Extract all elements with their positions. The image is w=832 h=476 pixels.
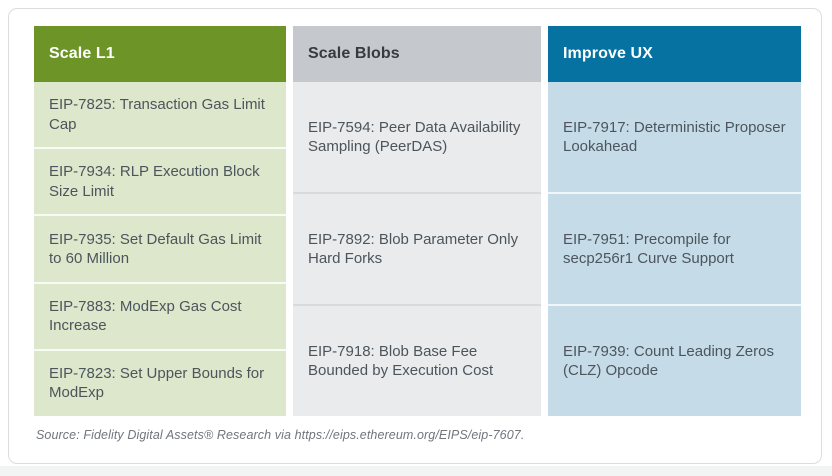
eip-item-label: EIP-7883: ModExp Gas Cost Increase (49, 297, 242, 335)
column-header-scale-l1: Scale L1 (34, 26, 286, 82)
column-header-scale-blobs: Scale Blobs (293, 26, 541, 82)
eip-item: EIP-7918: Blob Base Fee Bounded by Execu… (293, 304, 541, 416)
eip-item-label: EIP-7825: Transaction Gas Limit Cap (49, 96, 265, 133)
eip-item: EIP-7883: ModExp Gas Cost Increase (34, 281, 286, 349)
eip-item: EIP-7934: RLP Execution Block Size Limit (34, 147, 286, 215)
column-header-improve-ux: Improve UX (548, 26, 801, 82)
column-improve-ux: Improve UX EIP-7917: Deterministic Propos… (548, 26, 801, 416)
eip-item: EIP-7917: Deterministic Proposer Lookahe… (548, 82, 801, 192)
eip-item: EIP-7825: Transaction Gas Limit Cap (34, 82, 286, 148)
column-body-scale-blobs: EIP-7594: Peer Data Availability Samplin… (293, 82, 541, 416)
eip-item-label: EIP-7939: Count Leading Zeros (CLZ) Opco… (563, 342, 774, 380)
figure-card: Scale L1 EIP-7825: Transaction Gas Limit … (8, 8, 822, 464)
eip-item-label: EIP-7594: Peer Data Availability Samplin… (308, 118, 521, 156)
eip-item-label: EIP-7892: Blob Parameter Only Hard Forks (308, 230, 519, 268)
eip-item-label: EIP-7823: Set Upper Bounds for ModExp (49, 364, 265, 402)
eip-item-label: EIP-7935: Set Default Gas Limit to 60 Mi… (49, 230, 262, 268)
eip-item: EIP-7935: Set Default Gas Limit to 60 Mi… (34, 214, 286, 282)
eip-item-label: EIP-7918: Blob Base Fee Bounded by Execu… (308, 342, 494, 380)
eip-item: EIP-7939: Count Leading Zeros (CLZ) Opco… (548, 304, 801, 416)
eip-table: Scale L1 EIP-7825: Transaction Gas Limit … (34, 26, 801, 417)
eip-item: EIP-7823: Set Upper Bounds for ModExp (34, 348, 286, 417)
column-scale-blobs: Scale Blobs EIP-7594: Peer Data Availabil… (293, 26, 541, 416)
eip-item-label: EIP-7951: Precompile for secp256r1 Curve… (563, 230, 734, 268)
page-bottom-strip (0, 466, 832, 476)
column-body-improve-ux: EIP-7917: Deterministic Proposer Lookahe… (548, 82, 801, 416)
eip-item-label: EIP-7917: Deterministic Proposer Lookahe… (563, 118, 786, 156)
eip-item: EIP-7594: Peer Data Availability Samplin… (293, 82, 541, 192)
column-scale-l1: Scale L1 EIP-7825: Transaction Gas Limit … (34, 26, 286, 417)
eip-item-label: EIP-7934: RLP Execution Block Size Limit (49, 163, 260, 200)
source-note: Source: Fidelity Digital Assets® Researc… (36, 428, 525, 442)
eip-item: EIP-7951: Precompile for secp256r1 Curve… (548, 192, 801, 304)
column-body-scale-l1: EIP-7825: Transaction Gas Limit Cap EIP-7… (34, 82, 286, 417)
eip-item: EIP-7892: Blob Parameter Only Hard Forks (293, 192, 541, 304)
